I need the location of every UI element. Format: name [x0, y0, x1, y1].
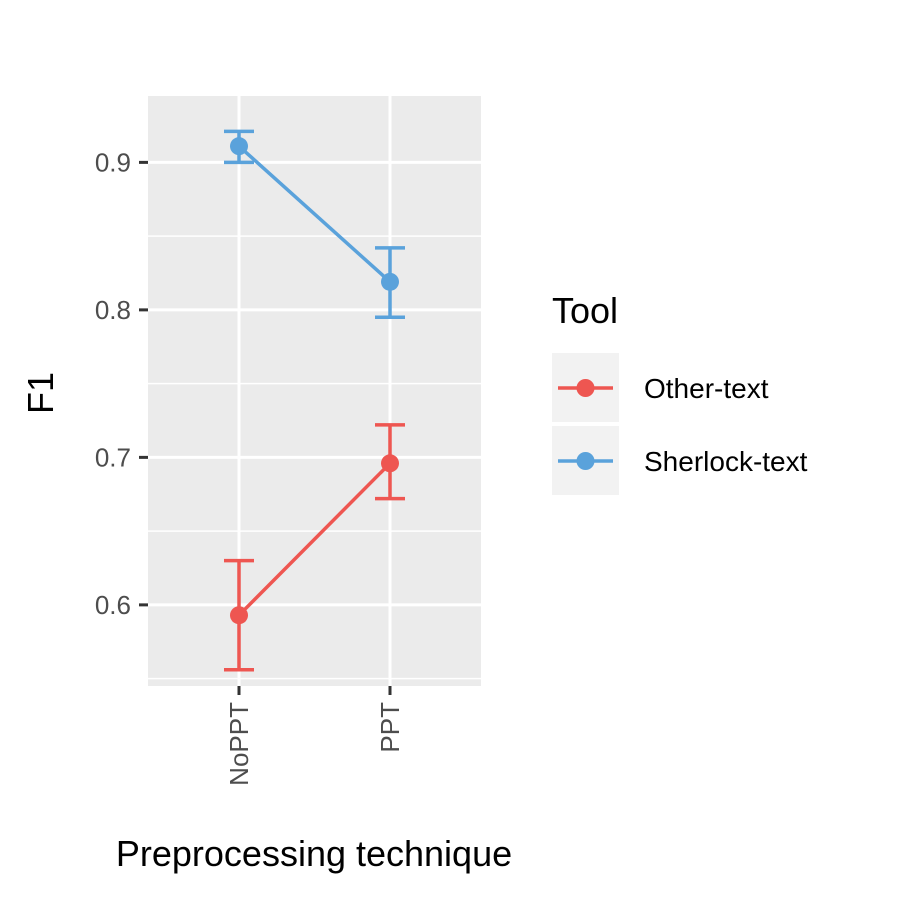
- x-tick-label: NoPPT: [224, 702, 254, 786]
- series-line: [237, 462, 392, 617]
- legend-title: Tool: [552, 290, 618, 331]
- series-line: [237, 144, 392, 284]
- x-axis: NoPPT PPT: [224, 686, 405, 786]
- legend-label: Sherlock-text: [644, 446, 808, 477]
- x-tick-label: PPT: [375, 702, 405, 753]
- y-axis: 0.6 0.7 0.8 0.9: [95, 147, 148, 620]
- legend-key-point: [576, 452, 595, 470]
- data-point: [230, 137, 248, 156]
- panel-background: [148, 96, 481, 686]
- legend-item: Sherlock-text: [552, 426, 808, 495]
- y-tick-label: 0.8: [95, 295, 131, 325]
- minor-grid: [148, 235, 481, 680]
- y-tick-label: 0.9: [95, 147, 131, 177]
- data-point: [381, 272, 399, 291]
- series-layer: [224, 129, 405, 672]
- y-tick-label: 0.7: [95, 442, 131, 472]
- y-tick-label: 0.6: [95, 590, 131, 620]
- legend-label: Other-text: [644, 373, 769, 404]
- legend-item: Other-text: [552, 353, 769, 422]
- data-point: [381, 454, 399, 473]
- x-axis-title: Preprocessing technique: [116, 833, 512, 874]
- legend: Tool Other-text Sherlock-text: [552, 290, 808, 495]
- data-point: [230, 606, 248, 625]
- legend-key-point: [576, 379, 595, 397]
- y-axis-title: F1: [20, 372, 61, 414]
